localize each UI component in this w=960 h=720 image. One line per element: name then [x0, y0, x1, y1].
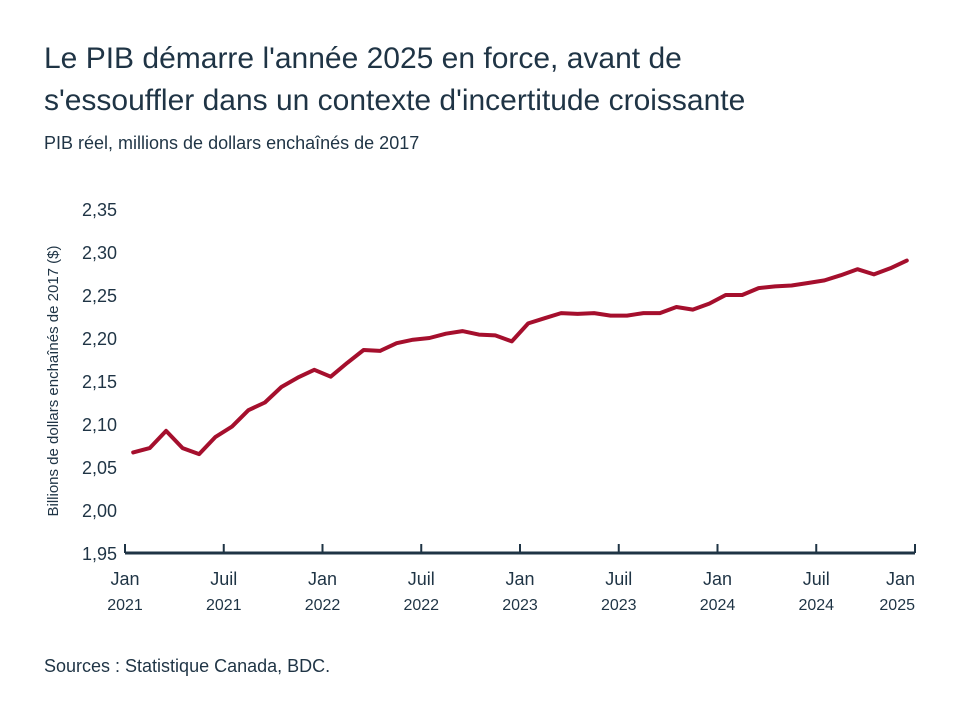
- data-point: [659, 312, 661, 314]
- data-point: [478, 334, 480, 336]
- data-point: [149, 447, 151, 449]
- data-point: [264, 402, 266, 403]
- data-point: [560, 312, 562, 314]
- y-axis: 1,95 2,00 2,05 2,10 2,15 2,20 2,25 2,30 2,35: [82, 200, 117, 564]
- x-tick-label-month: Jan: [886, 569, 915, 589]
- data-point: [758, 287, 760, 289]
- data-point: [610, 315, 612, 317]
- data-points: [132, 260, 908, 455]
- data-point: [692, 309, 694, 311]
- x-tick-label-year: 2021: [107, 597, 143, 614]
- y-axis-label: Billions de dollars enchaînés de 2017 ($…: [45, 245, 62, 516]
- title-line-2: s'essouffler dans un contexte d'incertit…: [44, 84, 746, 117]
- data-point: [297, 377, 299, 379]
- source-note: Sources : Statistique Canada, BDC.: [44, 656, 331, 676]
- x-tick-label-year: 2023: [601, 597, 637, 614]
- data-point: [330, 376, 332, 378]
- data-point: [313, 369, 315, 371]
- x-tick-label-month: Juil: [408, 569, 435, 589]
- data-point: [198, 453, 200, 455]
- data-point: [823, 279, 825, 281]
- x-tick-label-year: 2024: [700, 597, 736, 614]
- data-point: [840, 274, 842, 276]
- y-tick-label: 2,00: [82, 501, 117, 521]
- data-point: [428, 337, 430, 339]
- y-tick-label: 2,30: [82, 243, 117, 263]
- x-tick-label-year: 2021: [206, 597, 242, 614]
- data-point: [511, 340, 513, 342]
- data-point: [708, 303, 710, 305]
- data-point: [741, 294, 743, 296]
- x-tick-label-month: Jan: [308, 569, 337, 589]
- data-point: [889, 267, 891, 269]
- chart-title: Le PIB démarre l'année 2025 en force, av…: [44, 38, 745, 122]
- y-tick-label: 2,20: [82, 329, 117, 349]
- data-point: [494, 334, 496, 336]
- data-point: [231, 426, 233, 428]
- data-point: [791, 285, 793, 287]
- data-point: [132, 451, 134, 453]
- x-axis: Jan 2021 Juil 2021 Jan 2022 Juil 2022 Jan 2023 Jui…: [107, 544, 916, 614]
- y-tick-label: 2,25: [82, 286, 117, 306]
- data-point: [873, 273, 875, 275]
- y-tick-label: 2,15: [82, 372, 117, 392]
- data-point: [346, 362, 348, 364]
- data-point: [906, 260, 908, 262]
- data-point: [412, 339, 414, 341]
- chart-subtitle: PIB réel, millions de dollars enchaînés …: [44, 133, 420, 153]
- data-point: [165, 430, 167, 432]
- x-tick-label-month: Jan: [505, 569, 534, 589]
- y-tick-label: 2,10: [82, 415, 117, 435]
- data-point: [445, 333, 447, 335]
- data-point: [544, 317, 546, 319]
- data-point: [280, 386, 282, 388]
- data-point: [675, 306, 677, 308]
- x-tick-label-year: 2022: [403, 597, 439, 614]
- data-point: [577, 313, 579, 315]
- data-point: [626, 315, 628, 317]
- x-tick-label-month: Juil: [605, 569, 632, 589]
- data-point: [593, 312, 595, 314]
- data-point: [379, 350, 381, 352]
- data-point: [182, 447, 184, 449]
- y-tick-label: 1,95: [82, 544, 117, 564]
- x-tick-label-month: Juil: [803, 569, 830, 589]
- y-tick-label: 2,35: [82, 200, 117, 220]
- data-point: [774, 285, 776, 287]
- data-point: [856, 268, 858, 270]
- x-tick-label-month: Jan: [703, 569, 732, 589]
- data-point: [247, 409, 249, 411]
- x-tick-label-year: 2022: [305, 597, 341, 614]
- title-line-1: Le PIB démarre l'année 2025 en force, av…: [44, 42, 682, 75]
- data-point: [807, 282, 809, 284]
- data-point: [215, 436, 217, 438]
- y-tick-label: 2,05: [82, 458, 117, 478]
- data-point: [725, 294, 727, 296]
- data-point: [363, 349, 365, 351]
- data-point: [527, 322, 529, 324]
- x-tick-label-year: 2024: [798, 597, 834, 614]
- gdp-series-line: [131, 258, 909, 457]
- data-point: [642, 312, 644, 314]
- x-tick-label-year: 2025: [879, 597, 915, 614]
- data-point: [396, 342, 398, 344]
- x-tick-label-month: Juil: [210, 569, 237, 589]
- x-tick-label-month: Jan: [110, 569, 139, 589]
- x-tick-label-year: 2023: [502, 597, 538, 614]
- data-point: [461, 330, 463, 332]
